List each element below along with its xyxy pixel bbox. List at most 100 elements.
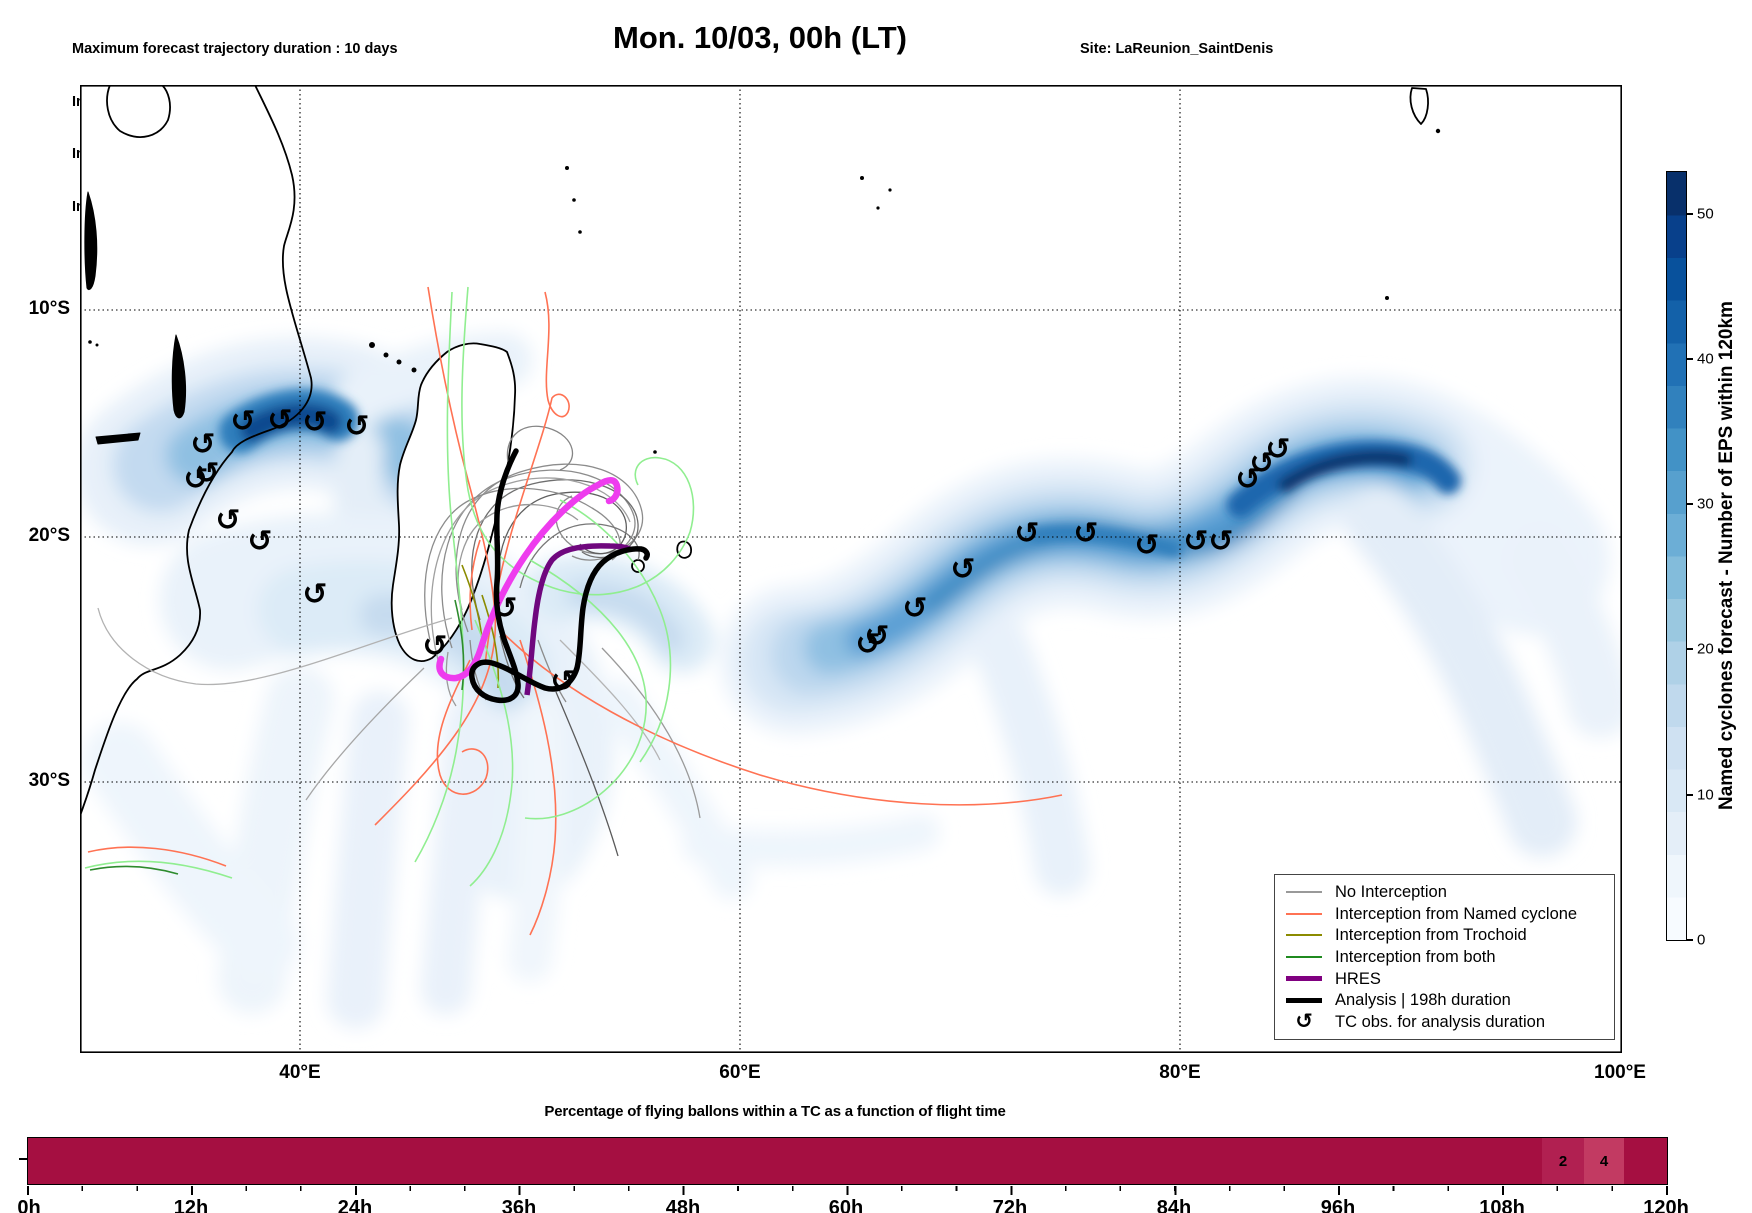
- legend-label: Interception from both: [1335, 947, 1496, 966]
- xtick-0h: 0h: [17, 1197, 41, 1213]
- tc-symbol-icon: ↺: [1183, 524, 1208, 559]
- colorbar-tick: [1687, 794, 1693, 796]
- trajectories-both-dark: [89, 599, 465, 875]
- colorbar-ticklabel-20: 20: [1697, 640, 1714, 658]
- colorbar: [1666, 171, 1687, 941]
- map-border: [80, 85, 1622, 1053]
- tc-symbol-icon: ↺: [302, 577, 327, 612]
- tc-symbol-icon: ↺: [190, 427, 215, 462]
- map-svg: ↺ ↺ ↺ ↺ ↺ ↺ ↺ ↺ ↺ ↺ ↺ ↺ ↺ ↺ ↺ ↺ ↺ ↺ ↺ ↺: [80, 85, 1622, 1053]
- bottom-chart-major-ticks: [27, 1186, 1669, 1195]
- density-cores: [219, 389, 1461, 557]
- xtick-108h: 108h: [1479, 1197, 1525, 1213]
- colorbar-ticklabel-30: 30: [1697, 495, 1714, 513]
- legend-label: TC obs. for analysis duration: [1335, 1013, 1546, 1032]
- tc-symbol-icon: ↺: [950, 552, 975, 587]
- lon-label-60e: 60°E: [719, 1062, 761, 1083]
- coral-line-swatch-icon: [1285, 912, 1323, 915]
- legend-label: HRES: [1335, 969, 1381, 988]
- tc-symbol-icon: ↺: [302, 405, 327, 440]
- legend-row-hres: HRES: [1285, 969, 1604, 989]
- colorbar-ticklabel-40: 40: [1697, 350, 1714, 368]
- tc-symbol-icon: ↺: [247, 524, 272, 559]
- tc-symbol-icon: ↺: [1295, 1010, 1313, 1034]
- tc-symbol-icon: ↺: [1208, 524, 1233, 559]
- lat-label-20s: 20°S: [28, 525, 70, 546]
- tc-symbol-icon: ↺: [1134, 528, 1159, 563]
- tc-symbol-icon: ↺: [194, 456, 219, 491]
- tc-symbol-icon: ↺: [492, 591, 517, 626]
- page-title: Mon. 10/03, 00h (LT): [613, 20, 907, 55]
- africa-coast: [80, 85, 313, 817]
- xtick-48h: 48h: [665, 1197, 701, 1213]
- small-lake: [95, 432, 141, 445]
- legend-label: Analysis | 198h duration: [1335, 991, 1511, 1010]
- lat-label-30s: 30°S: [28, 770, 70, 791]
- colorbar-ticklabel-0: 0: [1697, 931, 1706, 949]
- colorbar-ticklabel-50: 50: [1697, 205, 1714, 223]
- colorbar-ticklabel-10: 10: [1697, 786, 1714, 804]
- map-legend: No Interception Interception from Named …: [1274, 874, 1615, 1040]
- site-text: Site: LaReunion_SaintDenis: [1080, 41, 1274, 57]
- tc-symbol-icon: ↺: [344, 409, 369, 444]
- xtick-24h: 24h: [337, 1197, 373, 1213]
- lake-tanganyika: [84, 191, 98, 291]
- xtick-72h: 72h: [992, 1197, 1028, 1213]
- xtick-36h: 36h: [501, 1197, 537, 1213]
- ne-island: [1409, 87, 1429, 125]
- legend-label: Interception from Trochoid: [1335, 926, 1527, 945]
- graticule: [80, 85, 1622, 1053]
- tc-symbol-icon: ↺: [864, 619, 889, 654]
- xtick-12h: 12h: [173, 1197, 209, 1213]
- legend-label: Interception from Named cyclone: [1335, 904, 1578, 923]
- bar-segment-4: 4: [1584, 1138, 1624, 1184]
- colorbar-axis-label: Named cyclones forecast - Number of EPS …: [1716, 301, 1737, 811]
- lon-label-80e: 80°E: [1159, 1062, 1201, 1083]
- tc-symbol-icon: ↺: [902, 591, 927, 626]
- trajectories-both: [84, 286, 695, 887]
- tc-obs-symbols: ↺ ↺ ↺ ↺ ↺ ↺ ↺ ↺ ↺ ↺ ↺ ↺ ↺ ↺ ↺ ↺ ↺ ↺ ↺ ↺: [183, 403, 1290, 699]
- tc-symbol-icon: ↺: [1235, 462, 1260, 497]
- tc-symbol-icon: ↺: [855, 627, 880, 662]
- tc-symbol-icon: ↺: [1265, 432, 1290, 467]
- tc-symbol-icon: ↺: [183, 462, 208, 497]
- analysis-line: [469, 448, 650, 704]
- colorbar-tick: [1687, 939, 1693, 941]
- legend-row-tc-obs: ↺ TC obs. for analysis duration: [1285, 1010, 1604, 1034]
- xtick-60h: 60h: [828, 1197, 864, 1213]
- bottom-chart-title: Percentage of flying ballons within a TC…: [544, 1103, 1006, 1120]
- legend-label: No Interception: [1335, 882, 1447, 901]
- legend-row-trochoid: Interception from Trochoid: [1285, 925, 1604, 945]
- flight-time-bar: 2 4: [27, 1137, 1668, 1185]
- max-duration-text: Maximum forecast trajectory duration : 1…: [72, 41, 398, 57]
- lon-label-100e: 100°E: [1594, 1062, 1646, 1083]
- green-line-swatch-icon: [1285, 955, 1323, 958]
- xtick-84h: 84h: [1156, 1197, 1192, 1213]
- mauritius-island: [676, 540, 693, 559]
- colorbar-tick: [1687, 648, 1693, 650]
- hres-magenta-track: [436, 477, 621, 682]
- bar-segment-2: 2: [1542, 1138, 1584, 1184]
- tc-symbol-icon: ↺: [1073, 516, 1098, 551]
- tc-symbol-icon: ↺: [230, 404, 255, 439]
- tc-symbol-icon: ↺: [1014, 516, 1039, 551]
- bottom-chart-ytick: [19, 1158, 27, 1160]
- colorbar-tick: [1687, 503, 1693, 505]
- xtick-120h: 120h: [1643, 1197, 1689, 1213]
- tc-symbol-icon: ↺: [267, 403, 292, 438]
- legend-row-analysis: Analysis | 198h duration: [1285, 990, 1604, 1010]
- legend-row-no-interception: No Interception: [1285, 882, 1604, 902]
- lat-label-10s: 10°S: [28, 298, 70, 319]
- tc-symbol-icon: ↺: [550, 664, 575, 699]
- lon-label-40e: 40°E: [279, 1062, 321, 1083]
- olive-line-swatch-icon: [1285, 934, 1323, 937]
- black-line-swatch-icon: [1285, 997, 1323, 1003]
- legend-row-named-cyclone: Interception from Named cyclone: [1285, 904, 1604, 924]
- bar-segment-2-label: 2: [1558, 1152, 1568, 1170]
- tc-symbol-icon: ↺: [1249, 446, 1274, 481]
- colorbar-tick: [1687, 358, 1693, 360]
- trajectories-trochoid: [461, 564, 500, 689]
- tc-symbol-icon: ↺: [215, 503, 240, 538]
- lake-victoria: [106, 85, 171, 138]
